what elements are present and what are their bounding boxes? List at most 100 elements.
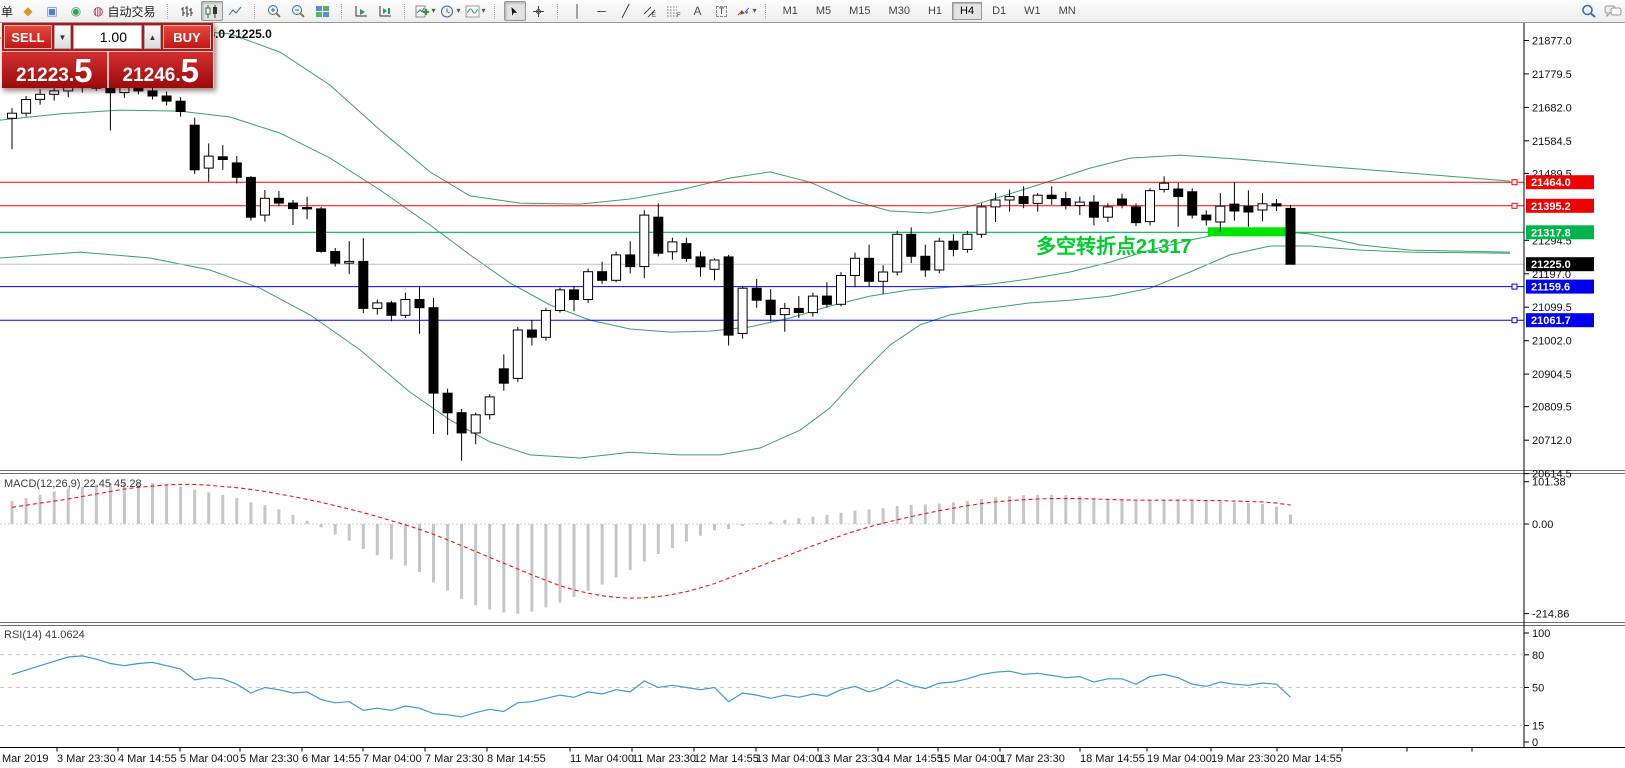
indicators-button[interactable]: ▾ [464,1,487,21]
svg-text:21584.5: 21584.5 [1532,136,1572,148]
signal-icon[interactable]: ◉ [70,4,82,18]
buy-price-big-digit: 5 [180,51,199,89]
arrows-tool-caret[interactable]: ▾ [752,6,757,15]
svg-text:11 Mar 04:00: 11 Mar 04:00 [570,753,634,765]
sell-price-button[interactable]: 21223. 5 [2,52,109,88]
level-lines[interactable] [0,179,1524,324]
svg-text:14 Mar 14:55: 14 Mar 14:55 [878,753,943,765]
chart-canvas[interactable]: 21877.021779.521682.021584.521489.521294… [0,22,1625,768]
chat-icon[interactable] [1602,1,1624,21]
svg-text:21682.0: 21682.0 [1532,102,1572,114]
line-endpoint-marker[interactable] [1511,179,1518,186]
zoom-out-icon[interactable] [288,1,310,21]
equidistant-channel-tool[interactable]: E [639,1,661,21]
timeframe-mn[interactable]: MN [1058,5,1076,17]
chart-annotation-text[interactable]: 多空转折点21317 [1036,236,1192,258]
timeframe-d1[interactable]: D1 [992,5,1007,17]
zoom-in-icon[interactable] [264,1,286,21]
rsi-indicator-label: RSI(14) 41.0624 [4,629,85,641]
indicators-button-caret[interactable]: ▾ [481,6,486,15]
timeframe-h4[interactable]: H4 [952,2,983,20]
arrows-tool[interactable]: ▾ [735,1,758,21]
volume-increase-button[interactable]: ▲ [144,25,161,49]
trendline-tool[interactable]: ╱ [621,4,630,18]
new-chart-button[interactable]: ▾ [414,1,437,21]
search-icon[interactable] [1578,1,1600,21]
new-order-button[interactable]: 单 [1,4,14,19]
buy-price-button[interactable]: 21246. 5 [108,51,213,89]
line-chart-icon[interactable] [225,1,247,21]
svg-text:20614.5: 20614.5 [1532,469,1572,481]
macd-panel: 101.38 0.00 -214.86 [0,477,1569,621]
timeframe-m1[interactable]: M1 [782,5,798,17]
svg-text:12 Mar 14:55: 12 Mar 14:55 [694,753,759,765]
toolbar-separator [253,3,259,19]
timeframe-m5[interactable]: M5 [815,5,832,17]
horizontal-line-tool[interactable]: ─ [597,4,606,18]
price-badge-21159.6 [1526,279,1594,294]
line-endpoint-marker[interactable] [1511,317,1518,324]
vertical-line-tool[interactable]: │ [573,4,582,18]
chart-shift-icon[interactable] [375,1,397,21]
text-label-tool[interactable]: T [711,1,733,21]
svg-text:20 Mar 14:55: 20 Mar 14:55 [1277,753,1342,765]
cursor-tool[interactable] [503,1,526,21]
line-endpoint-marker[interactable] [1511,202,1518,209]
text-tool[interactable]: A [693,4,702,18]
auto-trading-button[interactable]: ◍ 自动交易 [88,2,161,21]
volume-input[interactable]: 1.00 [73,25,142,49]
fibonacci-tool[interactable]: F [663,1,685,21]
svg-text:13 Mar 23:30: 13 Mar 23:30 [818,753,883,765]
one-click-trading-panel: SELL ▼ 1.00 ▲ BUY 21223. 5 21246. 5 [1,22,214,88]
svg-text:0: 0 [1532,737,1538,749]
tile-windows-icon[interactable] [312,1,334,21]
new-chart-button-caret[interactable]: ▾ [431,6,436,15]
svg-text:20904.5: 20904.5 [1532,369,1572,381]
svg-text:101.38: 101.38 [1532,477,1566,489]
bollinger-upper-band [0,27,1511,214]
svg-text:17 Mar 23:30: 17 Mar 23:30 [1000,753,1065,765]
periods-button[interactable]: ▾ [439,1,462,21]
new-order-icon[interactable]: ◆ [23,4,33,18]
svg-text:F: F [677,13,681,18]
sell-button[interactable]: SELL [4,25,52,49]
svg-text:21464.0: 21464.0 [1531,177,1571,189]
svg-text:0.00: 0.00 [1532,519,1553,531]
svg-text:4 Mar 14:55: 4 Mar 14:55 [118,753,177,765]
svg-text:5 Mar 23:30: 5 Mar 23:30 [240,753,299,765]
timeframe-h1[interactable]: H1 [927,5,943,17]
macd-indicator-label: MACD(12,26,9) 22.45 45.28 [4,478,142,490]
timeframe-m30[interactable]: M30 [888,5,910,17]
toolbar-separator [493,3,499,19]
price-badge-21464.0 [1526,175,1594,190]
candlestick-series [7,77,1296,461]
price-axis: 21877.021779.521682.021584.521489.521294… [1524,36,1594,481]
bollinger-lower-band [0,245,1511,459]
svg-text:6 Mar 14:55: 6 Mar 14:55 [302,753,361,765]
highlight-bar[interactable] [1208,227,1295,237]
periods-button-caret[interactable]: ▾ [456,6,461,15]
timeframe-w1[interactable]: W1 [1024,5,1041,17]
price-badge-21317.8 [1526,225,1594,240]
buy-button[interactable]: BUY [163,25,211,49]
svg-text:15: 15 [1532,721,1544,733]
chart-area[interactable]: 21877.0 21779.5 21682.0 21584.5 21489.5 21294… [0,22,1625,768]
svg-text:100: 100 [1532,628,1550,640]
line-endpoint-marker[interactable] [1511,283,1518,290]
svg-text:21317.8: 21317.8 [1531,227,1571,239]
timeframe-m15[interactable]: M15 [849,5,871,17]
svg-text:Mar 2019: Mar 2019 [2,753,48,765]
svg-text:21197.0: 21197.0 [1532,269,1571,281]
svg-text:5 Mar 04:00: 5 Mar 04:00 [180,753,239,765]
terminal-icon[interactable]: ▣ [46,4,58,18]
auto-scroll-icon[interactable] [351,1,373,21]
candlestick-chart-icon[interactable] [200,1,223,21]
svg-text:11 Mar 23:30: 11 Mar 23:30 [632,753,696,765]
time-axis: Mar 2019 3 Mar 23:30 4 Mar 14:55 5 Mar 04:0… [2,747,1473,765]
volume-decrease-button[interactable]: ▼ [54,25,71,49]
bar-chart-icon[interactable] [177,1,199,21]
toolbar-separator [340,3,346,19]
rsi-line [11,655,1291,718]
crosshair-tool[interactable] [528,1,550,21]
svg-text:50: 50 [1532,683,1544,695]
